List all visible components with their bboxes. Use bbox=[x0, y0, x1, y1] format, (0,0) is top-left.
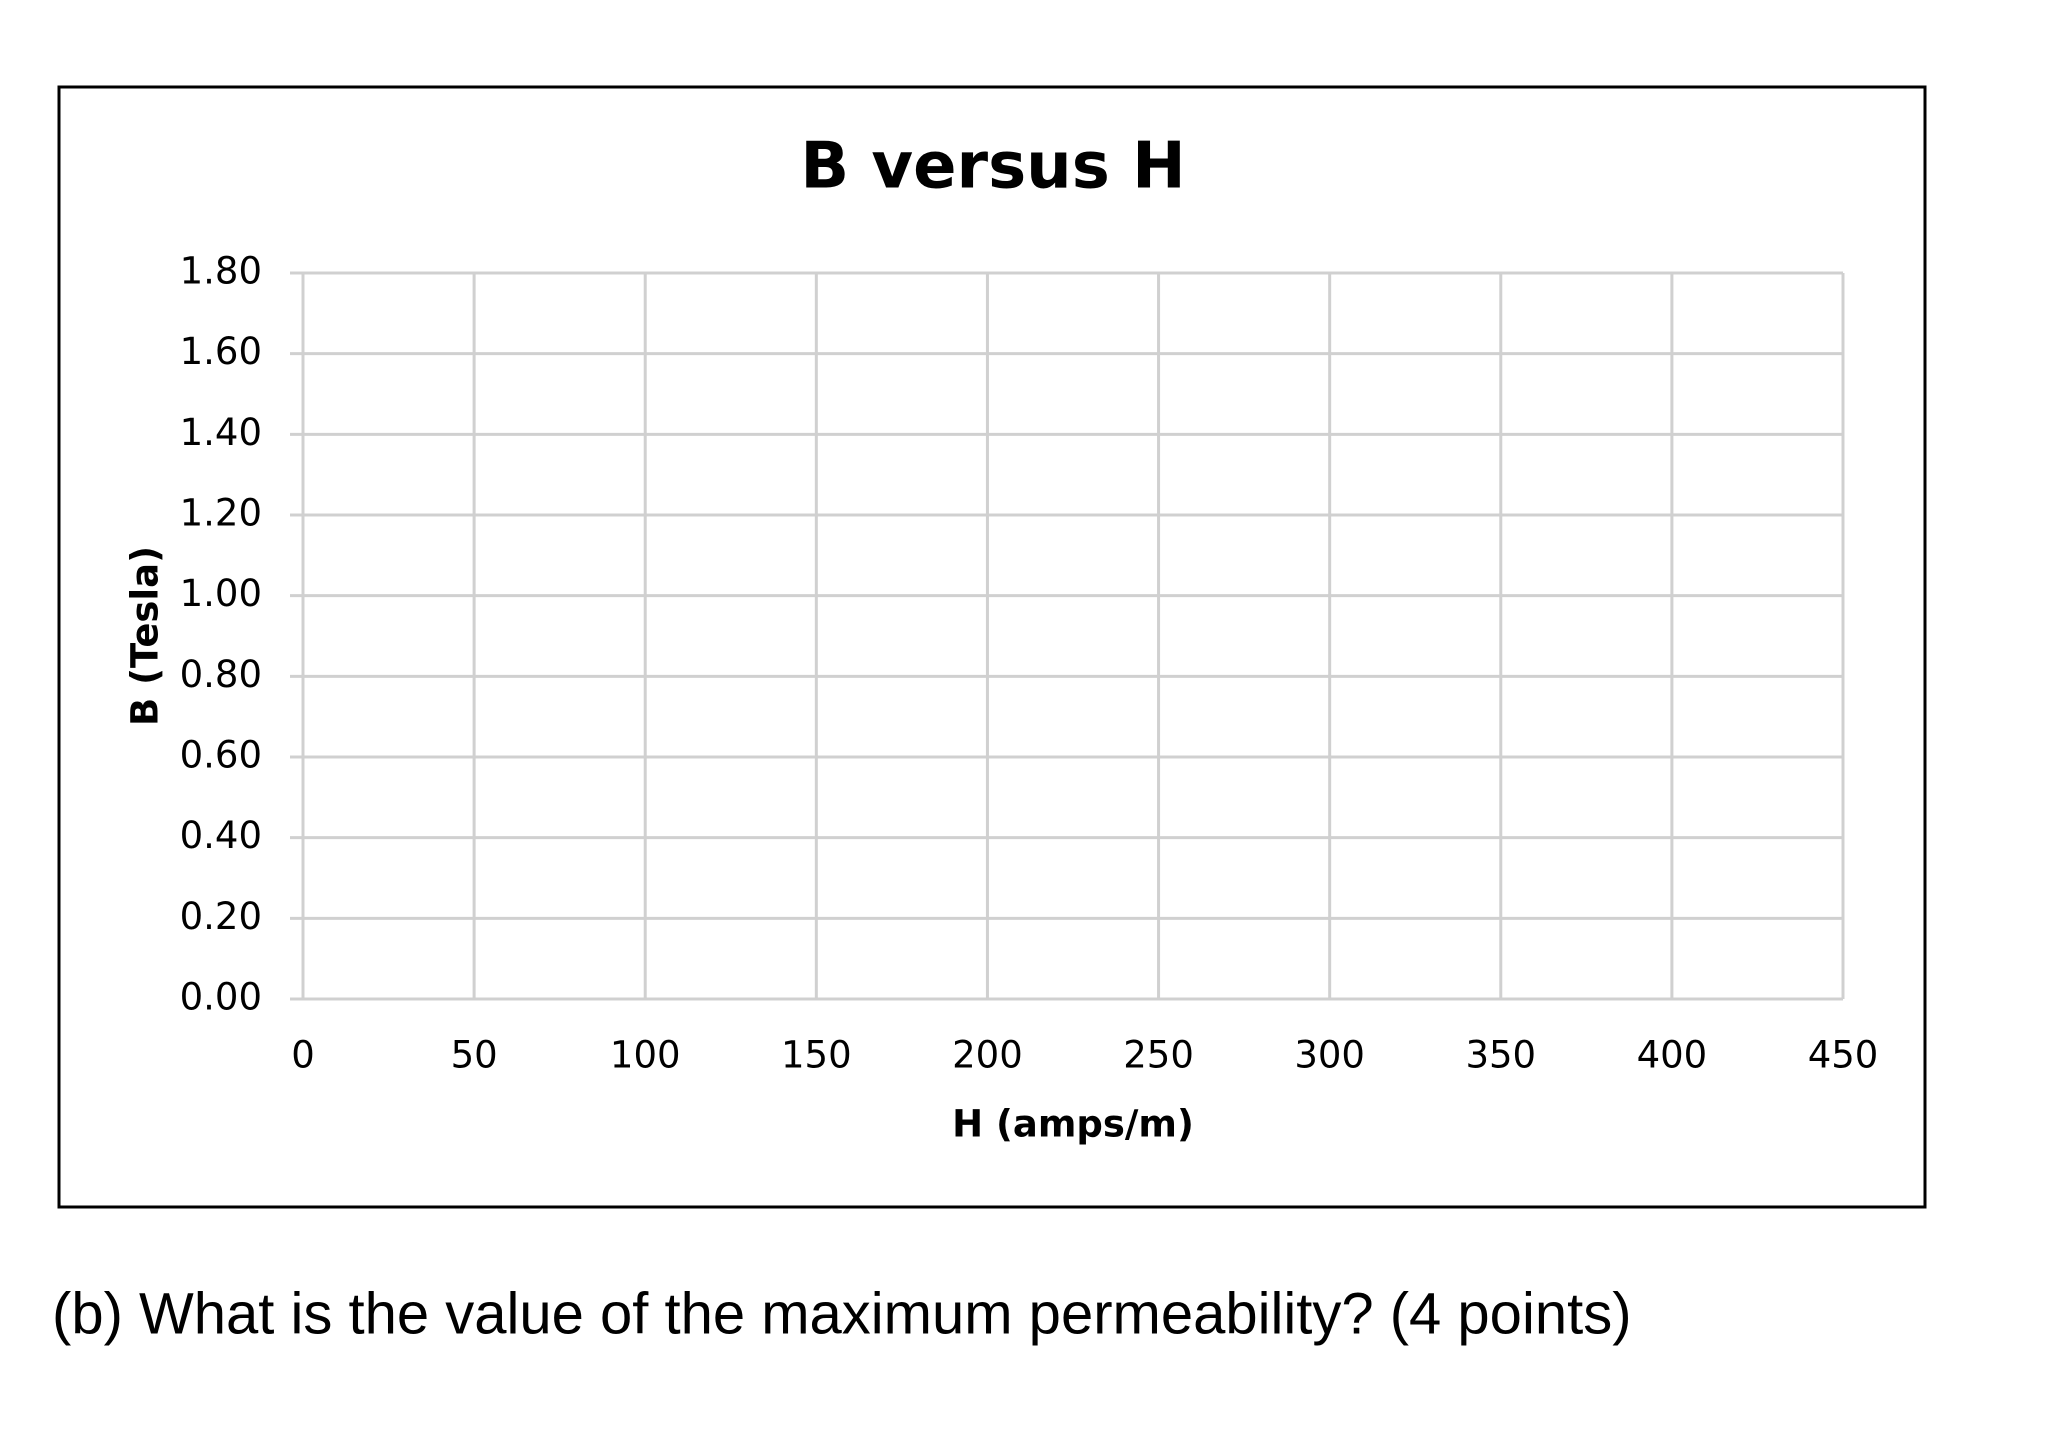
y-axis-label: B (Tesla) bbox=[124, 546, 167, 726]
x-axis-label: H (amps/m) bbox=[952, 1103, 1194, 1146]
x-tick-label: 150 bbox=[781, 1034, 852, 1077]
y-tick-label: 1.80 bbox=[180, 250, 262, 293]
y-tick-label: 0.80 bbox=[180, 653, 262, 696]
x-tick-label: 100 bbox=[610, 1034, 681, 1077]
x-tick-label: 0 bbox=[291, 1034, 315, 1077]
x-tick-label: 400 bbox=[1637, 1034, 1708, 1077]
question-text: (b) What is the value of the maximum per… bbox=[52, 1281, 1632, 1346]
y-tick-label: 0.40 bbox=[180, 814, 262, 857]
y-tick-label: 1.60 bbox=[180, 330, 262, 373]
y-tick-label: 0.60 bbox=[180, 734, 262, 777]
x-tick-label: 450 bbox=[1808, 1034, 1879, 1077]
y-tick-label: 0.00 bbox=[180, 976, 262, 1019]
x-tick-label: 200 bbox=[952, 1034, 1023, 1077]
x-tick-label: 350 bbox=[1465, 1034, 1536, 1077]
y-tick-label: 1.20 bbox=[180, 492, 262, 535]
y-tick-label: 1.00 bbox=[180, 572, 262, 615]
x-tick-label: 50 bbox=[451, 1034, 498, 1077]
x-tick-label: 250 bbox=[1123, 1034, 1194, 1077]
y-tick-label: 0.20 bbox=[180, 895, 262, 938]
x-tick-label: 300 bbox=[1294, 1034, 1365, 1077]
chart-title: B versus H bbox=[800, 130, 1185, 204]
y-tick-label: 1.40 bbox=[180, 411, 262, 454]
